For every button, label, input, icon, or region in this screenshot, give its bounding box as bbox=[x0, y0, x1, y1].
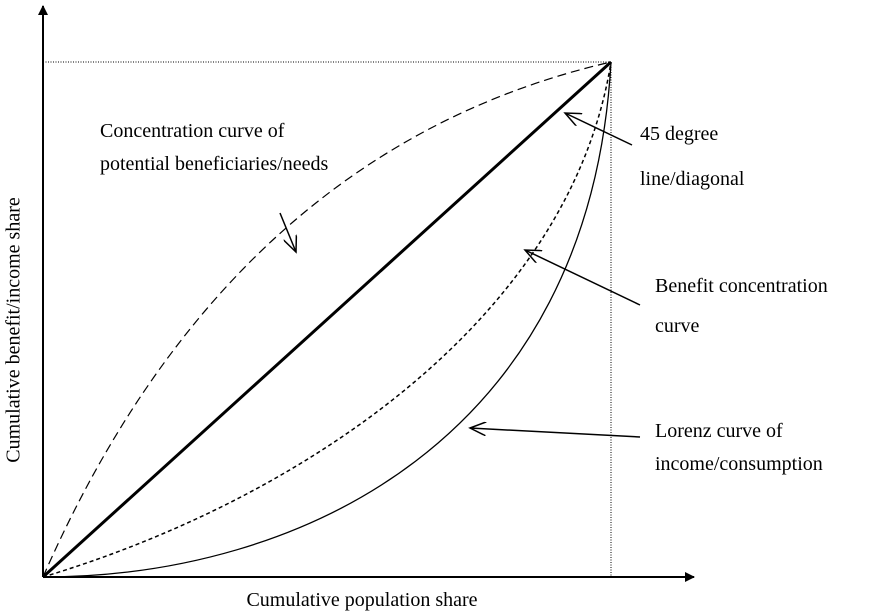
y-axis-label: Cumulative benefit/income share bbox=[3, 197, 25, 463]
arrow bbox=[470, 428, 641, 438]
annotation: potential beneficiaries/needs bbox=[100, 153, 328, 175]
arrow bbox=[565, 113, 633, 146]
arrow bbox=[525, 250, 641, 306]
annotation: Lorenz curve of bbox=[655, 420, 783, 442]
annotation: Benefit concentration bbox=[655, 275, 828, 297]
diagonal bbox=[41, 60, 613, 579]
annotation: curve bbox=[655, 315, 700, 337]
needs-curve bbox=[42, 61, 612, 578]
annotation: Concentration curve of bbox=[100, 120, 285, 142]
annotation: line/diagonal bbox=[640, 168, 745, 190]
annotation: income/consumption bbox=[655, 453, 823, 475]
annotation: 45 degree bbox=[640, 123, 718, 145]
x-axis-label: Cumulative population share bbox=[246, 589, 477, 611]
lorenz-curve bbox=[42, 61, 612, 578]
arrow bbox=[279, 212, 296, 252]
benefit-curve bbox=[42, 61, 612, 578]
